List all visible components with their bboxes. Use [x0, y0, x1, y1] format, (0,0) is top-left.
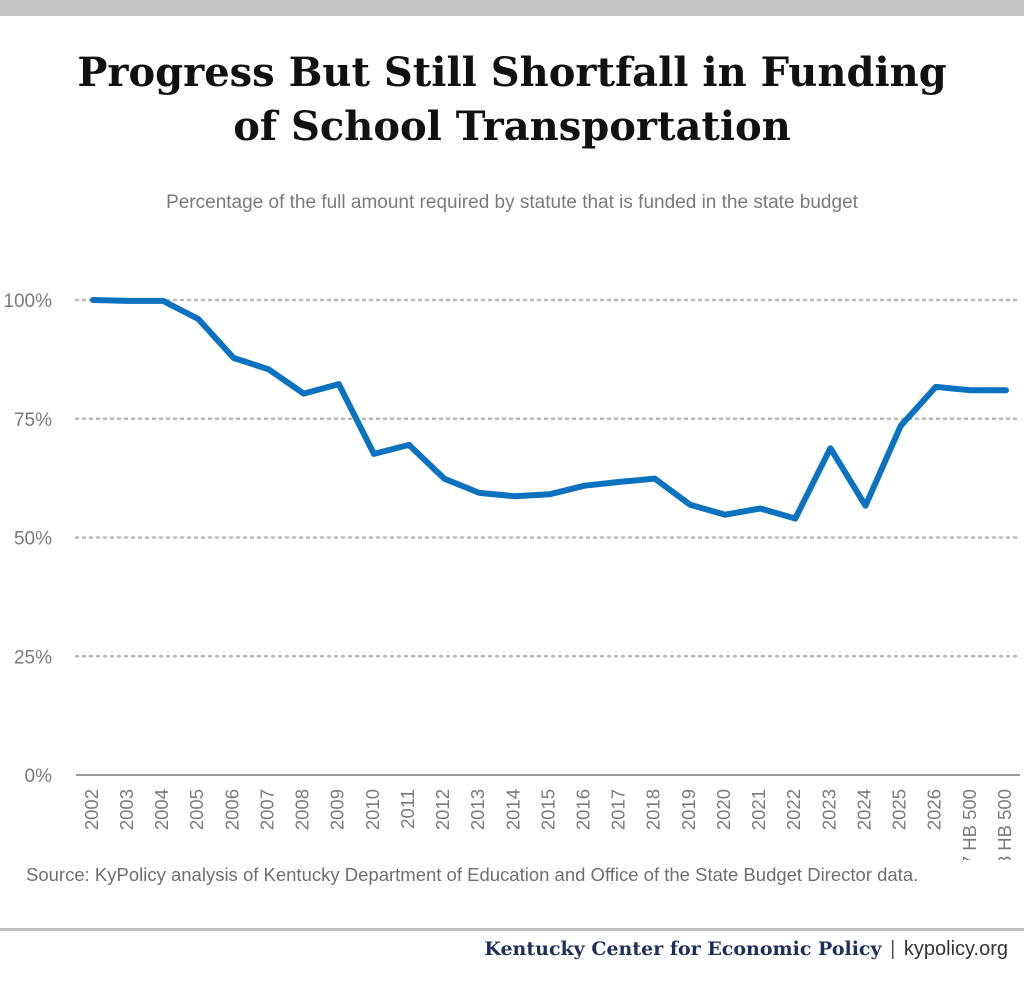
- x-tick-label: 2017: [608, 789, 629, 830]
- data-point: [582, 483, 588, 489]
- data-point: [441, 476, 447, 482]
- data-point: [406, 442, 412, 448]
- x-tick-label: 2027 HB 500: [959, 789, 980, 860]
- x-tick-label: 2018: [643, 789, 664, 830]
- x-tick-label: 2006: [221, 789, 242, 830]
- source-note: Source: KyPolicy analysis of Kentucky De…: [26, 864, 919, 885]
- data-point: [336, 381, 342, 387]
- x-tick-label: 2011: [397, 789, 418, 829]
- data-point: [230, 355, 236, 361]
- x-tick-label: 2021: [748, 789, 769, 830]
- x-tick-label: 2012: [432, 789, 453, 830]
- data-point: [547, 491, 553, 497]
- data-point: [863, 503, 869, 509]
- x-tick-label: 2002: [81, 789, 102, 830]
- x-tick-label: 2005: [186, 789, 207, 830]
- footer-separator: |: [890, 938, 896, 960]
- x-tick-label: 2019: [678, 789, 699, 830]
- footer-org: Kentucky Center for Economic Policy: [484, 938, 882, 960]
- y-tick-label: 0%: [25, 766, 53, 787]
- footer-url[interactable]: kypolicy.org: [903, 938, 1008, 960]
- x-tick-label: 2009: [327, 789, 348, 830]
- x-tick-label: 2023: [818, 789, 839, 830]
- x-tick-label: 2026: [924, 789, 945, 830]
- footer: Kentucky Center for Economic Policy | ky…: [484, 938, 1008, 961]
- y-tick-label: 50%: [14, 529, 52, 550]
- y-tick-label: 25%: [14, 647, 52, 668]
- bottom-rule: [0, 928, 1024, 931]
- data-point: [160, 298, 166, 304]
- y-tick-label: 100%: [3, 291, 52, 312]
- x-tick-label: 2004: [151, 789, 172, 830]
- data-point: [652, 476, 658, 482]
- data-point: [125, 298, 131, 304]
- x-tick-label: 2016: [573, 789, 594, 830]
- data-point: [511, 493, 517, 499]
- x-tick-label: 2014: [502, 789, 523, 830]
- data-point: [617, 479, 623, 485]
- chart-title-line-1: Progress But Still Shortfall in Funding: [77, 49, 947, 96]
- chart-title-line-2: of School Transportation: [233, 103, 791, 150]
- x-tick-label: 2003: [116, 789, 137, 830]
- data-point: [687, 502, 693, 508]
- x-tick-label: 2015: [537, 789, 558, 830]
- chart-subtitle: Percentage of the full amount required b…: [166, 192, 858, 213]
- x-tick-label: 2008: [292, 789, 313, 830]
- x-tick-label: 2010: [362, 789, 383, 830]
- chart-title: Progress But Still Shortfall in Funding …: [0, 46, 1024, 154]
- data-point: [195, 316, 201, 322]
- y-tick-label: 75%: [14, 410, 52, 431]
- x-tick-label: 2028 HB 500: [994, 789, 1015, 860]
- data-point: [722, 512, 728, 518]
- data-point: [827, 445, 833, 451]
- x-tick-label: 2022: [783, 789, 804, 830]
- x-tick-label: 2020: [713, 789, 734, 830]
- data-point: [476, 490, 482, 496]
- data-point: [792, 516, 798, 522]
- data-point: [968, 387, 974, 393]
- data-point: [757, 506, 763, 512]
- data-point: [301, 391, 307, 397]
- data-point: [266, 366, 272, 372]
- x-tick-label: 2007: [256, 789, 277, 830]
- x-tick-label: 2013: [467, 789, 488, 830]
- x-tick-label: 2024: [853, 789, 874, 830]
- data-point: [898, 423, 904, 429]
- series-line: [90, 297, 1009, 522]
- data-point: [933, 384, 939, 390]
- data-point: [1003, 387, 1009, 393]
- line-chart: 0% 25% 50% 75% 100% 2002 2003 2004 2005 2006 2007 2…: [3, 291, 1022, 860]
- data-point: [371, 451, 377, 457]
- x-tick-label: 2025: [889, 789, 910, 830]
- data-point: [90, 297, 96, 303]
- top-rule: [0, 0, 1024, 16]
